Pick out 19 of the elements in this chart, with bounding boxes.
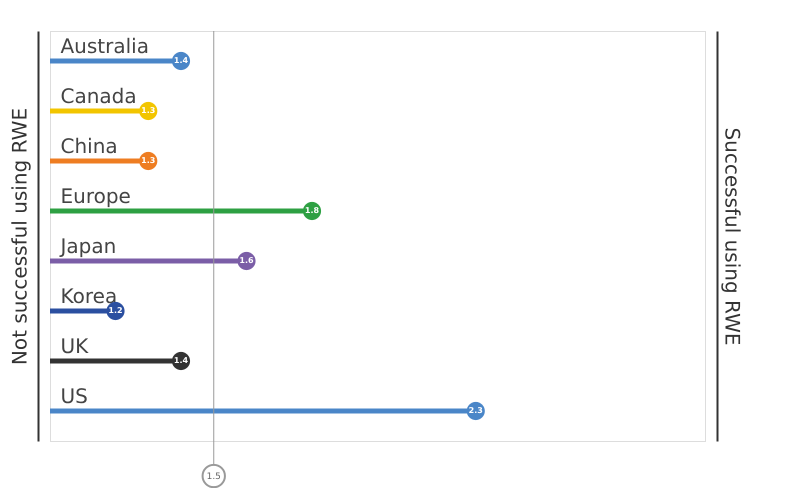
- y-tick-label: Korea: [60, 284, 118, 308]
- y-tick-label: China: [60, 134, 118, 158]
- data-label: 1.4: [174, 356, 189, 365]
- data-label: 1.8: [304, 206, 320, 215]
- y-axis-title: Not successful using RWE: [8, 108, 32, 366]
- y-tick-label: Australia: [60, 34, 149, 58]
- data-label: 1.3: [141, 106, 156, 115]
- y-tick-label: Japan: [58, 234, 116, 258]
- data-label: 1.2: [108, 306, 123, 315]
- y2-axis-title: Successful using RWE: [720, 127, 744, 346]
- data-label: 2.3: [468, 406, 483, 415]
- data-label: 1.3: [141, 156, 156, 165]
- y-tick-label: Europe: [60, 184, 131, 208]
- y-tick-label: Canada: [60, 84, 137, 108]
- y-tick-label: US: [60, 384, 88, 408]
- ref-line-label: 1.5: [206, 472, 221, 482]
- y-tick-label: UK: [60, 334, 90, 358]
- data-label: 1.6: [239, 256, 254, 265]
- data-label: 1.4: [174, 56, 189, 65]
